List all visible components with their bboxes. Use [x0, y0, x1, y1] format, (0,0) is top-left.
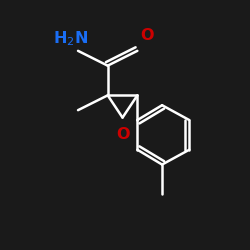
Text: H$_2$N: H$_2$N [53, 29, 88, 48]
Text: O: O [116, 128, 129, 142]
Text: O: O [140, 28, 154, 44]
